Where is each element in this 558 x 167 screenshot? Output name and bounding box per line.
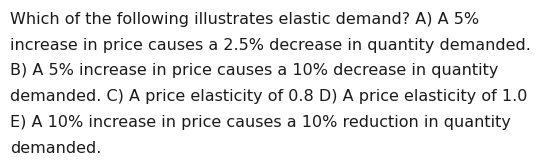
Text: demanded.: demanded. bbox=[10, 141, 102, 156]
Text: demanded. C) A price elasticity of 0.8 D) A price elasticity of 1.0: demanded. C) A price elasticity of 0.8 D… bbox=[10, 89, 527, 104]
Text: increase in price causes a 2.5% decrease in quantity demanded.: increase in price causes a 2.5% decrease… bbox=[10, 38, 531, 53]
Text: Which of the following illustrates elastic demand? A) A 5%: Which of the following illustrates elast… bbox=[10, 12, 479, 27]
Text: E) A 10% increase in price causes a 10% reduction in quantity: E) A 10% increase in price causes a 10% … bbox=[10, 115, 511, 130]
Text: B) A 5% increase in price causes a 10% decrease in quantity: B) A 5% increase in price causes a 10% d… bbox=[10, 63, 498, 78]
